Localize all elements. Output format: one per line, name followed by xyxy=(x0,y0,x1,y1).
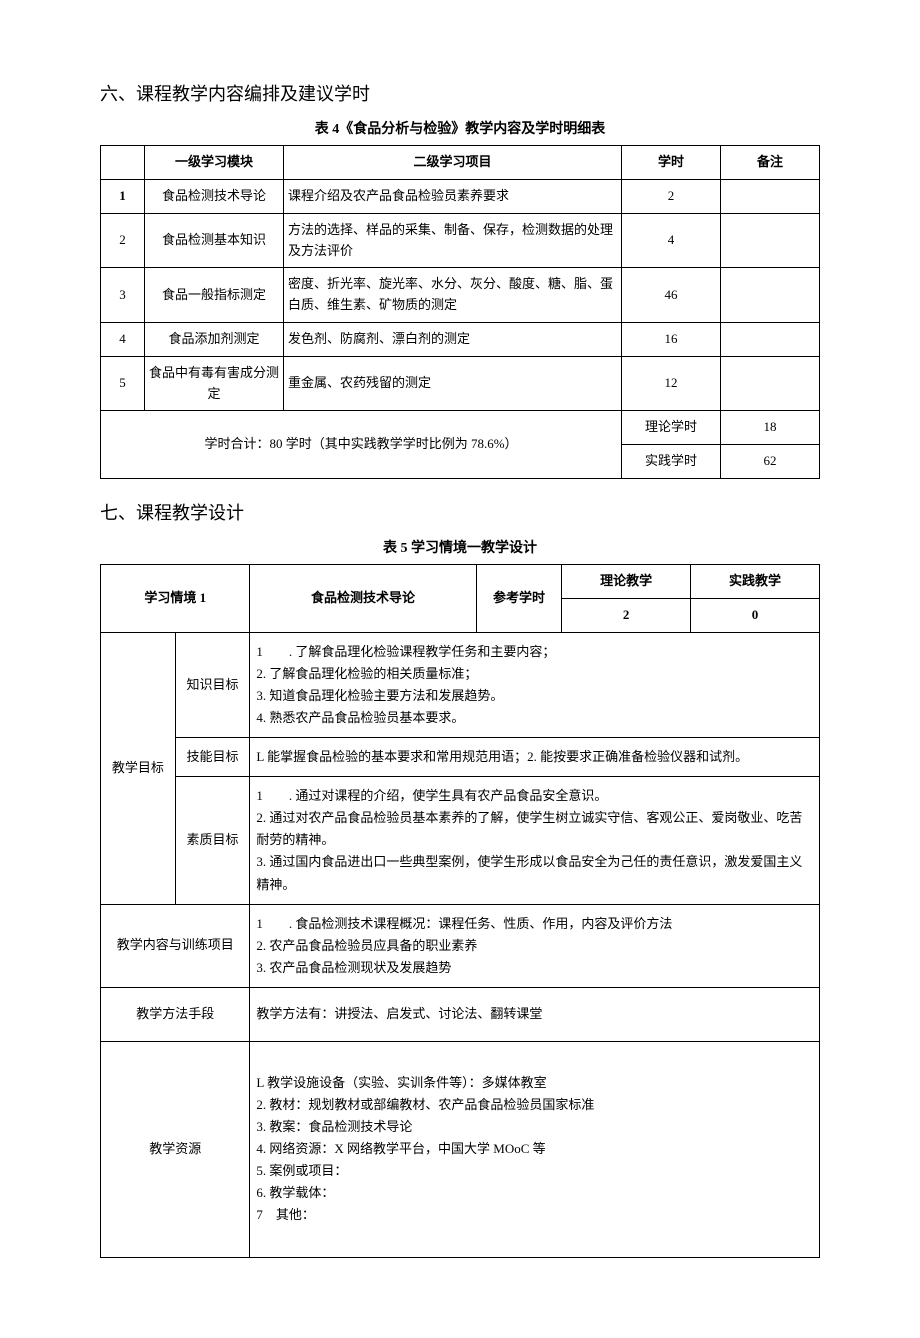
goals-label: 教学目标 xyxy=(101,632,176,904)
table-4-h0 xyxy=(101,146,145,180)
cell-proj: 课程介绍及农产品食品检验员素养要求 xyxy=(284,179,622,213)
resource-text-inner: L 教学设施设备（实验、实训条件等）：多媒体教室 2. 教材：规划教材或部编教材… xyxy=(256,1072,813,1227)
resource-row: 教学资源 L 教学设施设备（实验、实训条件等）：多媒体教室 2. 教材：规划教材… xyxy=(101,1041,820,1257)
cell-proj: 方法的选择、样品的采集、制备、保存，检测数据的处理及方法评价 xyxy=(284,213,622,268)
cell-remark xyxy=(721,179,820,213)
table-4-h3: 学时 xyxy=(622,146,721,180)
cell-hours: 12 xyxy=(622,356,721,411)
cell-n: 2 xyxy=(101,213,145,268)
table-4-h2: 二级学习项目 xyxy=(284,146,622,180)
table-4-header-row: 一级学习模块 二级学习项目 学时 备注 xyxy=(101,146,820,180)
knowledge-label: 知识目标 xyxy=(175,632,250,737)
cell-hours: 4 xyxy=(622,213,721,268)
cell-n: 3 xyxy=(101,268,145,323)
method-text: 教学方法有：讲授法、启发式、讨论法、翻转课堂 xyxy=(250,987,820,1041)
context-label: 学习情境 1 xyxy=(101,565,250,633)
cell-mod: 食品添加剂测定 xyxy=(145,322,284,356)
cell-mod: 食品检测基本知识 xyxy=(145,213,284,268)
resource-text: L 教学设施设备（实验、实训条件等）：多媒体教室 2. 教材：规划教材或部编教材… xyxy=(250,1041,820,1257)
table-4-h1: 一级学习模块 xyxy=(145,146,284,180)
table-5: 学习情境 1 食品检测技术导论 参考学时 理论教学 实践教学 2 0 教学目标 … xyxy=(100,564,820,1257)
cell-remark xyxy=(721,268,820,323)
section-6-heading: 六、课程教学内容编排及建议学时 xyxy=(100,80,820,109)
table-row: 1 食品检测技术导论 课程介绍及农产品食品检验员素养要求 2 xyxy=(101,179,820,213)
summary-row-theory: 学时合计：80 学时（其中实践教学学时比例为 78.6%） 理论学时 18 xyxy=(101,411,820,445)
table-row: 2 食品检测基本知识 方法的选择、样品的采集、制备、保存，检测数据的处理及方法评… xyxy=(101,213,820,268)
cell-mod: 食品一般指标测定 xyxy=(145,268,284,323)
cell-n: 4 xyxy=(101,322,145,356)
table-5-header-row-1: 学习情境 1 食品检测技术导论 参考学时 理论教学 实践教学 xyxy=(101,565,820,599)
cell-mod: 食品检测技术导论 xyxy=(145,179,284,213)
practice-hours: 62 xyxy=(721,445,820,479)
quality-label: 素质目标 xyxy=(175,777,250,904)
knowledge-text: 1 . 了解食品理化检验课程教学任务和主要内容； 2. 了解食品理化检验的相关质… xyxy=(250,632,820,737)
cell-hours: 16 xyxy=(622,322,721,356)
theory-label: 理论学时 xyxy=(622,411,721,445)
content-label: 教学内容与训练项目 xyxy=(101,904,250,987)
table-4-caption: 表 4《食品分析与检验》教学内容及学时明细表 xyxy=(100,119,820,141)
skill-row: 技能目标 L 能掌握食品检验的基本要求和常用规范用语；2. 能按要求正确准备检验… xyxy=(101,738,820,777)
cell-remark xyxy=(721,356,820,411)
cell-hours: 46 xyxy=(622,268,721,323)
theory-val: 2 xyxy=(562,598,691,632)
knowledge-row: 教学目标 知识目标 1 . 了解食品理化检验课程教学任务和主要内容； 2. 了解… xyxy=(101,632,820,737)
content-row: 教学内容与训练项目 1 . 食品检测技术课程概况：课程任务、性质、作用，内容及评… xyxy=(101,904,820,987)
table-row: 5 食品中有毒有害成分测定 重金属、农药残留的测定 12 xyxy=(101,356,820,411)
cell-remark xyxy=(721,213,820,268)
quality-text: 1 . 通过对课程的介绍，使学生具有农产品食品安全意识。 2. 通过对农产品食品… xyxy=(250,777,820,904)
table-4-h4: 备注 xyxy=(721,146,820,180)
section-7-heading: 七、课程教学设计 xyxy=(100,499,820,528)
method-row: 教学方法手段 教学方法有：讲授法、启发式、讨论法、翻转课堂 xyxy=(101,987,820,1041)
cell-proj: 密度、折光率、旋光率、水分、灰分、酸度、糖、脂、蛋白质、维生素、矿物质的测定 xyxy=(284,268,622,323)
context-title: 食品检测技术导论 xyxy=(250,565,476,633)
resource-label: 教学资源 xyxy=(101,1041,250,1257)
quality-row: 素质目标 1 . 通过对课程的介绍，使学生具有农产品食品安全意识。 2. 通过对… xyxy=(101,777,820,904)
skill-label: 技能目标 xyxy=(175,738,250,777)
method-label: 教学方法手段 xyxy=(101,987,250,1041)
table-4: 一级学习模块 二级学习项目 学时 备注 1 食品检测技术导论 课程介绍及农产品食… xyxy=(100,145,820,479)
ref-hours-label: 参考学时 xyxy=(476,565,562,633)
cell-remark xyxy=(721,322,820,356)
cell-proj: 发色剂、防腐剂、漂白剂的测定 xyxy=(284,322,622,356)
theory-teach-label: 理论教学 xyxy=(562,565,691,599)
content-text: 1 . 食品检测技术课程概况：课程任务、性质、作用，内容及评价方法 2. 农产品… xyxy=(250,904,820,987)
summary-text: 学时合计：80 学时（其中实践教学学时比例为 78.6%） xyxy=(101,411,622,479)
practice-val: 0 xyxy=(691,598,820,632)
theory-hours: 18 xyxy=(721,411,820,445)
skill-text: L 能掌握食品检验的基本要求和常用规范用语；2. 能按要求正确准备检验仪器和试剂… xyxy=(250,738,820,777)
table-row: 3 食品一般指标测定 密度、折光率、旋光率、水分、灰分、酸度、糖、脂、蛋白质、维… xyxy=(101,268,820,323)
table-row: 4 食品添加剂测定 发色剂、防腐剂、漂白剂的测定 16 xyxy=(101,322,820,356)
practice-label: 实践学时 xyxy=(622,445,721,479)
cell-mod: 食品中有毒有害成分测定 xyxy=(145,356,284,411)
practice-teach-label: 实践教学 xyxy=(691,565,820,599)
cell-proj: 重金属、农药残留的测定 xyxy=(284,356,622,411)
table-5-caption: 表 5 学习情境一教学设计 xyxy=(100,538,820,560)
cell-hours: 2 xyxy=(622,179,721,213)
cell-n: 5 xyxy=(101,356,145,411)
cell-n: 1 xyxy=(101,179,145,213)
